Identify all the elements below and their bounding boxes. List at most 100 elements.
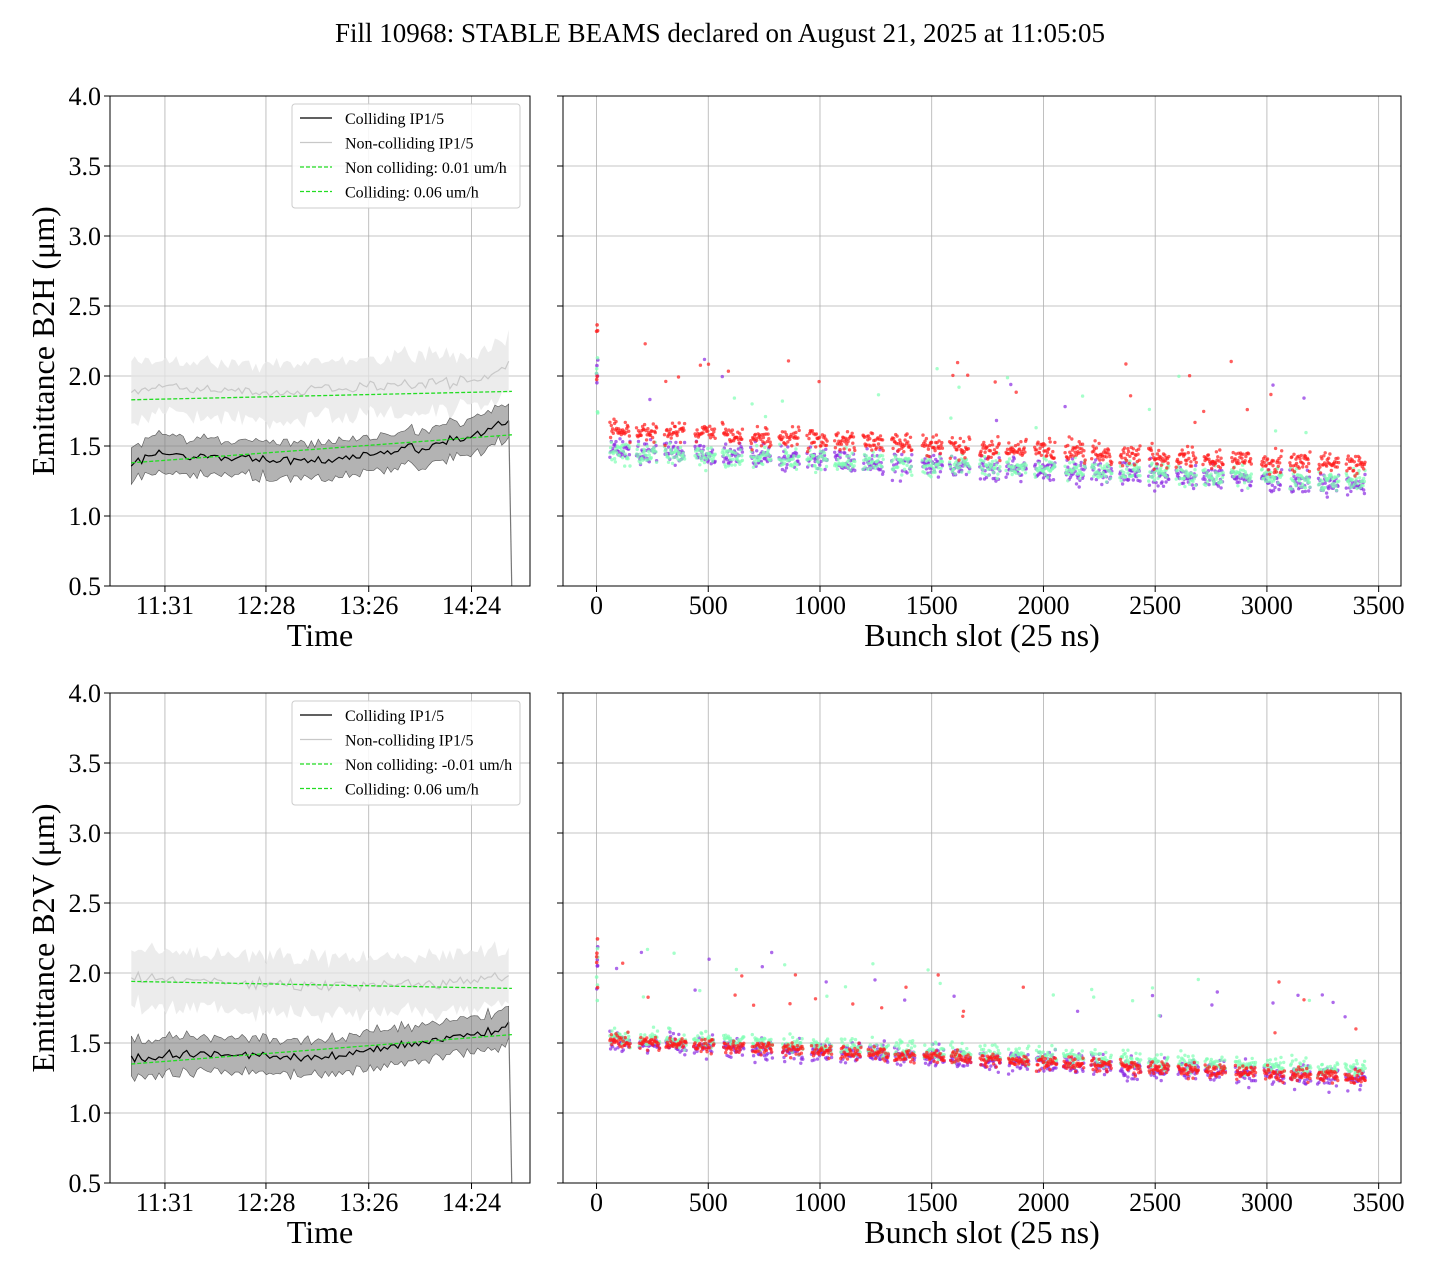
scatter-point [932,453,936,458]
scatter-point [755,444,759,448]
scatter-point [1033,472,1037,476]
scatter-point [769,443,773,447]
scatter-point [1306,457,1310,462]
scatter-point [1246,486,1250,490]
scatter-point [956,1059,960,1063]
scatter-point [816,460,821,464]
scatter-point [778,434,783,438]
scatter-point [1131,447,1136,451]
scatter-point [628,1042,632,1046]
scatter-point [1110,460,1114,464]
scatter-point [595,998,600,1003]
scatter-point [910,473,914,477]
scatter-point [1149,448,1154,453]
scatter-point [1098,1069,1102,1073]
scatter-point [955,1048,960,1052]
scatter-point [712,430,716,434]
scatter-point [1041,1050,1045,1054]
scatter-point [1193,483,1198,488]
scatter-point [795,1044,800,1048]
scatter-point [953,1060,957,1064]
scatter-point [1122,478,1126,482]
scatter-point [910,1041,914,1046]
scatter-point [1063,451,1067,455]
scatter-point [627,434,632,438]
scatter-point [1302,396,1306,400]
scatter-point [645,947,650,952]
scatter-point [1281,1066,1285,1071]
scatter-point [1318,481,1322,486]
scatter-point [1069,1055,1074,1059]
scatter-point [957,385,961,389]
scatter-point [891,458,895,462]
scatter-point [1131,478,1136,482]
scatter-point [904,985,908,989]
scatter-point [1183,452,1187,456]
scatter-point [795,463,799,467]
scatter-point [1138,1067,1142,1072]
scatter-point [940,464,945,468]
scatter-point [833,446,838,450]
scatter-point [698,463,702,467]
scatter-point [761,450,766,455]
scatter-point [1220,1055,1224,1059]
scatter-point [1271,464,1275,468]
scatter-point [654,426,659,430]
scatter-point [1265,1058,1270,1063]
scatter-point [1155,1053,1159,1057]
scatter-point [1126,471,1130,475]
scatter-point [762,1042,766,1047]
scatter-point [836,457,840,462]
scatter-point [786,453,791,458]
scatter-point [949,1043,953,1047]
scatter-point [693,988,697,992]
scatter-point [1019,479,1023,484]
scatter-point [1156,1059,1161,1063]
scatter-point [614,450,619,455]
scatter-point [1277,487,1281,492]
scatter-point [1244,472,1248,476]
scatter-point [905,471,909,475]
scatter-point [1292,470,1297,474]
scatter-point [895,1057,899,1062]
scatter-point [1271,1080,1276,1084]
scatter-point [1274,470,1279,474]
scatter-point [843,985,848,989]
scatter-point [1080,1049,1085,1053]
scatter-point [1185,1066,1190,1070]
scatter-point [1276,481,1281,485]
b2h-bunch-xtick-label: 3500 [1353,591,1405,620]
scatter-point [1316,1065,1321,1069]
scatter-point [785,462,789,467]
scatter-point [765,439,770,444]
b2v-time-ytick-label: 3.0 [69,819,102,848]
scatter-point [985,445,989,449]
scatter-point [866,467,870,471]
scatter-point [1189,460,1193,464]
scatter-point [1292,452,1296,456]
scatter-point [948,464,952,469]
scatter-point [1249,472,1254,476]
scatter-point [814,466,819,471]
scatter-point [850,451,854,455]
scatter-point [805,433,809,438]
scatter-point [732,1044,737,1048]
scatter-point [1079,450,1083,455]
scatter-point [724,442,728,446]
scatter-point [903,1057,908,1061]
scatter-point [852,446,856,450]
scatter-point [676,430,680,434]
scatter-point [782,454,787,458]
scatter-point [1120,456,1124,460]
scatter-point [708,424,712,428]
scatter-point [1010,472,1014,477]
scatter-point [1320,479,1325,483]
scatter-point [789,432,793,437]
scatter-point [645,1036,649,1040]
scatter-point [1276,464,1281,468]
scatter-point [929,475,933,479]
scatter-point [1135,1067,1140,1071]
scatter-point [1138,474,1142,478]
scatter-point [724,1050,728,1055]
scatter-point [958,436,962,441]
